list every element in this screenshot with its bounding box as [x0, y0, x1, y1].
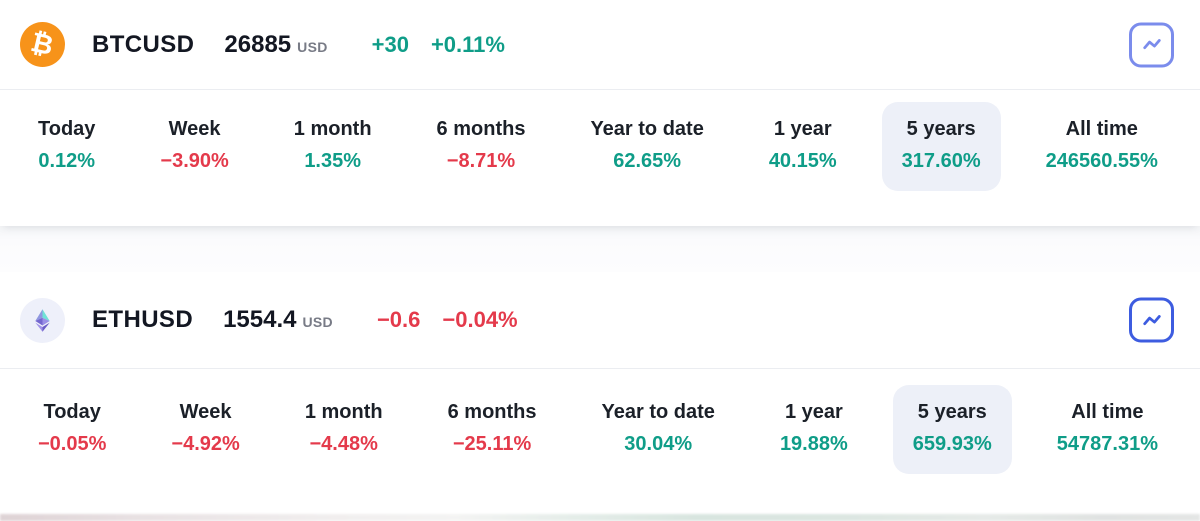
period-value: 1.35% — [304, 150, 362, 172]
eth-change-pct: −0.04% — [442, 307, 518, 332]
period-value: −4.92% — [171, 433, 240, 455]
period-value: −4.48% — [309, 433, 378, 455]
eth-period-5-years[interactable]: 5 years 659.93% — [892, 385, 1012, 474]
period-label: 5 years — [917, 401, 987, 423]
btc-period-1-year[interactable]: 1 year 40.15% — [749, 102, 857, 191]
period-label: 6 months — [447, 401, 537, 423]
bitcoin-icon: ₿ — [20, 22, 65, 67]
eth-period-all-time[interactable]: All time 54787.31% — [1037, 385, 1178, 474]
eth-currency-label: USD — [302, 314, 333, 330]
period-value: 30.04% — [624, 433, 693, 455]
period-label: All time — [1065, 118, 1138, 140]
period-value: 317.60% — [901, 150, 981, 172]
period-value: 54787.31% — [1056, 433, 1158, 455]
period-label: Year to date — [590, 118, 704, 140]
ethereum-diamond — [35, 308, 50, 332]
btc-period-today[interactable]: Today 0.12% — [18, 102, 115, 191]
btc-period-week[interactable]: Week −3.90% — [140, 102, 248, 191]
btc-price-group: 26885 USD — [224, 31, 327, 59]
btc-periods-row: Today 0.12% Week −3.90% 1 month 1.35% 6 … — [0, 90, 1200, 226]
widget-gap — [0, 226, 1200, 272]
btc-period-all-time[interactable]: All time 246560.55% — [1026, 102, 1178, 191]
btc-currency-label: USD — [297, 38, 328, 55]
period-value: 246560.55% — [1045, 150, 1158, 172]
eth-change-abs: −0.6 — [376, 307, 421, 332]
period-label: 1 year — [784, 401, 843, 423]
eth-period-1-month[interactable]: 1 month −4.48% — [285, 385, 403, 474]
next-widget-edge — [0, 514, 1200, 521]
bitcoin-glyph: ₿ — [28, 26, 57, 63]
period-label: Today — [43, 401, 101, 423]
btc-change-pct: +0.11% — [430, 31, 505, 57]
period-value: −3.90% — [160, 150, 229, 172]
eth-change-group: −0.6 −0.04% — [377, 307, 518, 333]
btc-header: ₿ BTCUSD 26885 USD +30 +0.11% — [0, 0, 1200, 90]
period-label: Week — [179, 401, 232, 423]
period-value: −8.71% — [446, 150, 516, 172]
btc-symbol-link[interactable]: BTCUSD — [92, 30, 195, 58]
period-label: 1 month — [293, 118, 372, 140]
period-value: 0.12% — [38, 150, 96, 172]
period-value: −0.05% — [38, 433, 107, 455]
btc-period-6-months[interactable]: 6 months −8.71% — [417, 102, 546, 191]
eth-widget: ETHUSD 1554.4 USD −0.6 −0.04% Today −0.0… — [0, 272, 1200, 511]
period-label: All time — [1071, 401, 1144, 423]
btc-change-abs: +30 — [371, 31, 409, 57]
period-value: 659.93% — [912, 433, 992, 455]
eth-symbol-link[interactable]: ETHUSD — [92, 306, 194, 333]
period-label: 1 month — [304, 401, 383, 423]
page-bottom — [0, 511, 1200, 521]
btc-period-5-years[interactable]: 5 years 317.60% — [881, 102, 1001, 191]
period-value: 62.65% — [613, 150, 682, 172]
btc-widget: ₿ BTCUSD 26885 USD +30 +0.11% Today 0.12… — [0, 0, 1200, 226]
period-value: 40.15% — [768, 150, 837, 172]
eth-periods-row: Today −0.05% Week −4.92% 1 month −4.48% … — [0, 369, 1200, 511]
btc-price: 26885 — [224, 30, 292, 58]
btc-open-chart-button[interactable] — [1129, 22, 1174, 67]
btc-period-1-month[interactable]: 1 month 1.35% — [274, 102, 392, 191]
eth-period-today[interactable]: Today −0.05% — [18, 385, 126, 474]
eth-header: ETHUSD 1554.4 USD −0.6 −0.04% — [0, 272, 1200, 369]
line-chart-icon — [1142, 314, 1161, 325]
period-label: Week — [168, 118, 221, 140]
period-label: 5 years — [906, 118, 976, 140]
btc-change-group: +30 +0.11% — [372, 32, 505, 58]
eth-open-chart-button[interactable] — [1129, 297, 1174, 343]
period-value: −25.11% — [452, 433, 532, 455]
period-label: 6 months — [436, 118, 526, 140]
eth-period-week[interactable]: Week −4.92% — [151, 385, 259, 474]
period-value: 19.88% — [779, 433, 848, 455]
btc-period-year-to-date[interactable]: Year to date 62.65% — [570, 102, 723, 191]
eth-period-6-months[interactable]: 6 months −25.11% — [428, 385, 557, 474]
eth-period-1-year[interactable]: 1 year 19.88% — [760, 385, 868, 474]
eth-price: 1554.4 — [223, 306, 297, 333]
period-label: Year to date — [601, 401, 715, 423]
eth-period-year-to-date[interactable]: Year to date 30.04% — [582, 385, 735, 474]
period-label: 1 year — [773, 118, 832, 140]
ethereum-icon — [20, 297, 65, 343]
line-chart-icon — [1142, 39, 1161, 50]
eth-price-group: 1554.4 USD — [223, 306, 333, 334]
period-label: Today — [38, 118, 96, 140]
